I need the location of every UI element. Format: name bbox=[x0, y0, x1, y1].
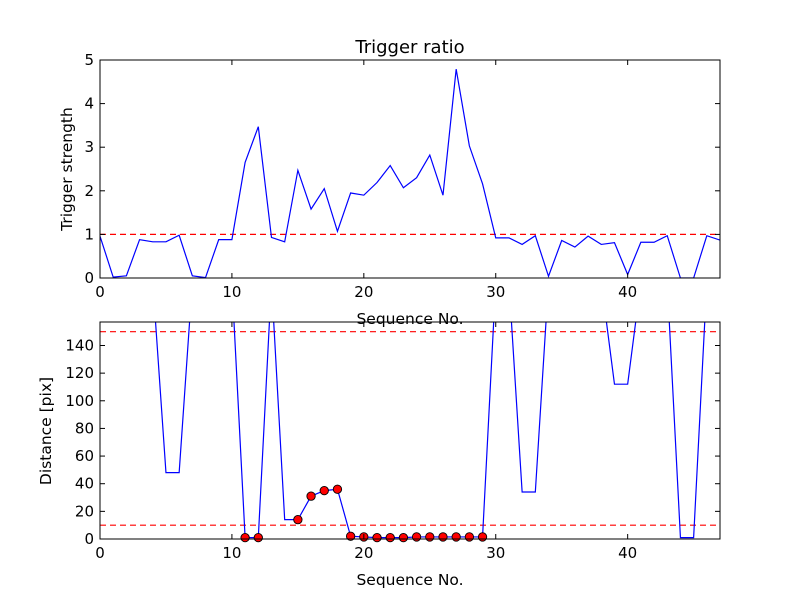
bottom-plot-marker-point bbox=[306, 491, 316, 501]
bottom-plot-xtick-label: 40 bbox=[618, 544, 637, 562]
bottom-plot-ytick-label: 120 bbox=[65, 364, 94, 382]
bottom-plot-marks: 0 10 20 30 40 0 20 40 60 80 100 120 140 bbox=[65, 321, 721, 562]
bottom-plot-marker-point bbox=[477, 532, 488, 542]
bottom-plot-ytick-label: 0 bbox=[84, 530, 94, 548]
bottom-plot-ytick-label: 140 bbox=[65, 336, 94, 354]
bottom-plot-ytick-label: 100 bbox=[65, 392, 94, 410]
bottom-plot: Sequence No. Distance [pix] 0 10 20 30 40 0 20… bbox=[37, 321, 721, 589]
top-plot-xlabel: Sequence No. bbox=[356, 310, 463, 328]
bottom-plot-ytick-label: 20 bbox=[75, 502, 94, 520]
bottom-plot-marker-point bbox=[293, 514, 303, 525]
top-plot-xtick-label: 40 bbox=[618, 283, 637, 301]
top-plot-title: Trigger ratio bbox=[354, 37, 464, 58]
bottom-plot-marker-point bbox=[253, 532, 263, 543]
top-plot-ylabel: Trigger strength bbox=[58, 107, 76, 232]
top-plot: Trigger ratio Sequence No. Trigger stren… bbox=[58, 37, 721, 328]
bottom-plot-data-area bbox=[100, 322, 720, 539]
top-plot-ytick-label: 0 bbox=[84, 269, 94, 287]
bottom-plot-marker-point bbox=[398, 532, 409, 543]
bottom-plot-xtick-label: 0 bbox=[95, 544, 105, 562]
top-plot-ytick-label: 2 bbox=[84, 182, 94, 200]
bottom-plot-marker-point bbox=[425, 532, 435, 542]
bottom-plot-marker-point bbox=[451, 532, 461, 542]
bottom-plot-xlabel: Sequence No. bbox=[356, 571, 463, 589]
bottom-plot-marker-point bbox=[345, 531, 356, 541]
bottom-plot-xtick-label: 10 bbox=[222, 544, 241, 562]
top-plot-xtick-label: 30 bbox=[486, 283, 505, 301]
bottom-plot-ytick-label: 40 bbox=[75, 475, 94, 493]
bottom-plot-marker-point bbox=[372, 532, 382, 543]
bottom-plot-frame bbox=[99, 321, 721, 540]
top-plot-marks: 0 10 20 30 40 0 1 2 3 4 5 bbox=[84, 51, 721, 301]
bottom-plot-marker-point bbox=[332, 484, 343, 494]
bottom-plot-marker-point bbox=[464, 532, 475, 542]
top-plot-ytick-label: 5 bbox=[84, 51, 94, 69]
top-plot-xtick-label: 0 bbox=[95, 283, 105, 301]
top-plot-frame bbox=[99, 59, 721, 279]
top-plot-data-area bbox=[100, 69, 720, 278]
top-plot-ytick-label: 4 bbox=[84, 95, 94, 113]
top-plot-series-line bbox=[100, 69, 720, 278]
top-plot-ytick-label: 3 bbox=[84, 138, 94, 156]
bottom-plot-marker-point bbox=[411, 532, 422, 542]
bottom-plot-series-line bbox=[154, 322, 706, 539]
bottom-plot-marker-point bbox=[438, 532, 448, 542]
bottom-plot-ytick-label: 80 bbox=[75, 419, 94, 437]
bottom-plot-marker-point bbox=[319, 485, 329, 496]
top-plot-xtick-label: 20 bbox=[354, 283, 373, 301]
bottom-plot-ytick-label: 60 bbox=[75, 447, 94, 465]
bottom-plot-ylabel: Distance [pix] bbox=[37, 377, 55, 485]
bottom-plot-xtick-label: 20 bbox=[354, 544, 373, 562]
bottom-plot-marker-point bbox=[385, 532, 395, 543]
bottom-plot-marker-point bbox=[240, 532, 250, 543]
top-plot-xtick-label: 10 bbox=[222, 283, 241, 301]
bottom-plot-xtick-label: 30 bbox=[486, 544, 505, 562]
top-plot-ytick-label: 1 bbox=[84, 225, 94, 243]
